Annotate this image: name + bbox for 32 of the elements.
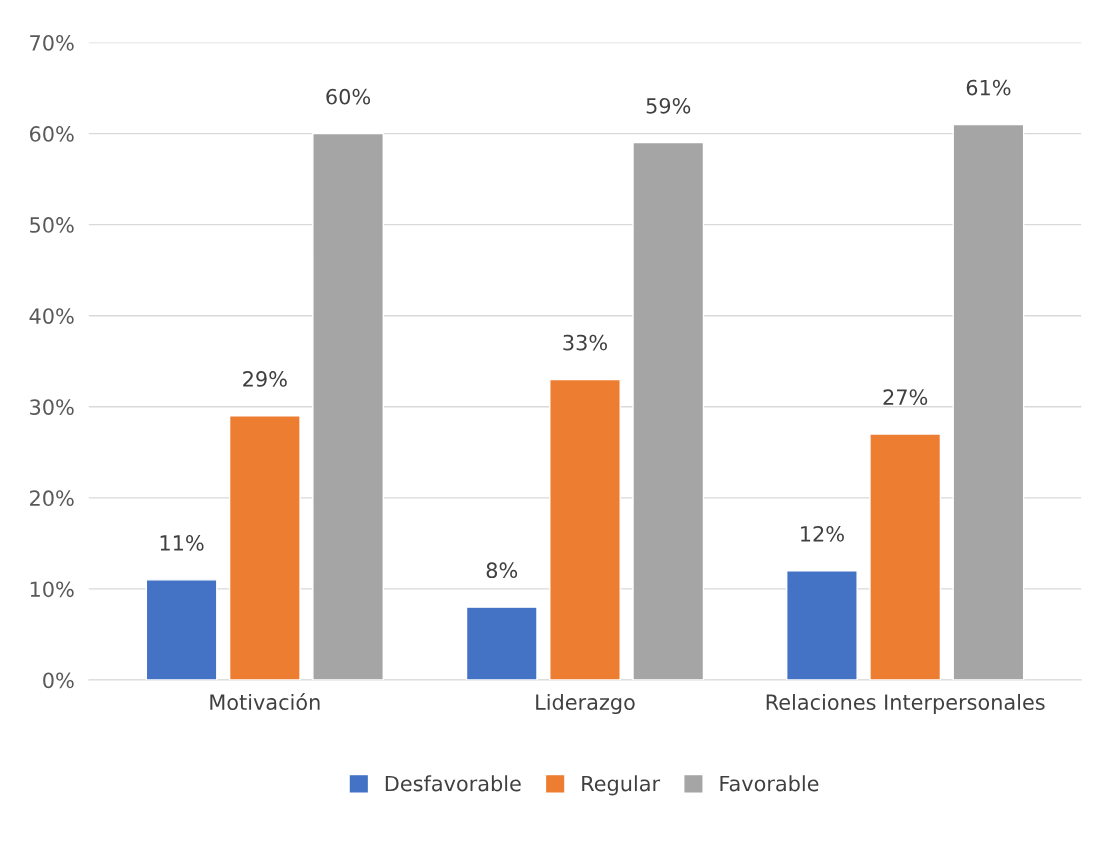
x-tick-label: Motivación: [210, 693, 320, 711]
y-tick-label: 70%: [30, 34, 74, 51]
y-tick-label: 60%: [29, 126, 74, 142]
data-label: 61%: [966, 79, 1011, 96]
data-label: 60%: [326, 88, 371, 105]
bar: [549, 378, 621, 680]
y-tick-label: 30%: [30, 399, 74, 415]
bar: [228, 415, 301, 680]
data-label: 29%: [243, 371, 287, 387]
data-label: 27%: [883, 389, 928, 406]
legend-label: Regular: [582, 775, 661, 796]
data-label: 8%: [486, 562, 518, 579]
bar: [952, 123, 1025, 680]
legend-label: Desfavorable: [385, 775, 521, 792]
legend-label: Favorable: [720, 775, 819, 792]
y-tick-label: 40%: [29, 308, 74, 324]
y-tick-label: 50%: [30, 217, 74, 233]
bar: [145, 579, 218, 680]
bar: [786, 570, 858, 680]
y-tick-label: 10%: [30, 581, 74, 598]
y-tick-label: 20%: [30, 490, 74, 507]
data-label: 33%: [563, 334, 607, 351]
x-tick-label: Relaciones Interpersonales: [766, 693, 1045, 715]
data-label: 59%: [646, 97, 691, 114]
bar: [632, 141, 705, 680]
y-tick-label: 0%: [43, 672, 74, 689]
data-label: 12%: [801, 525, 844, 542]
bar: [869, 433, 942, 680]
bar: [312, 132, 384, 680]
bar: [465, 606, 538, 680]
x-tick-label: Liderazgo: [536, 693, 635, 715]
data-label: 11%: [160, 535, 204, 551]
